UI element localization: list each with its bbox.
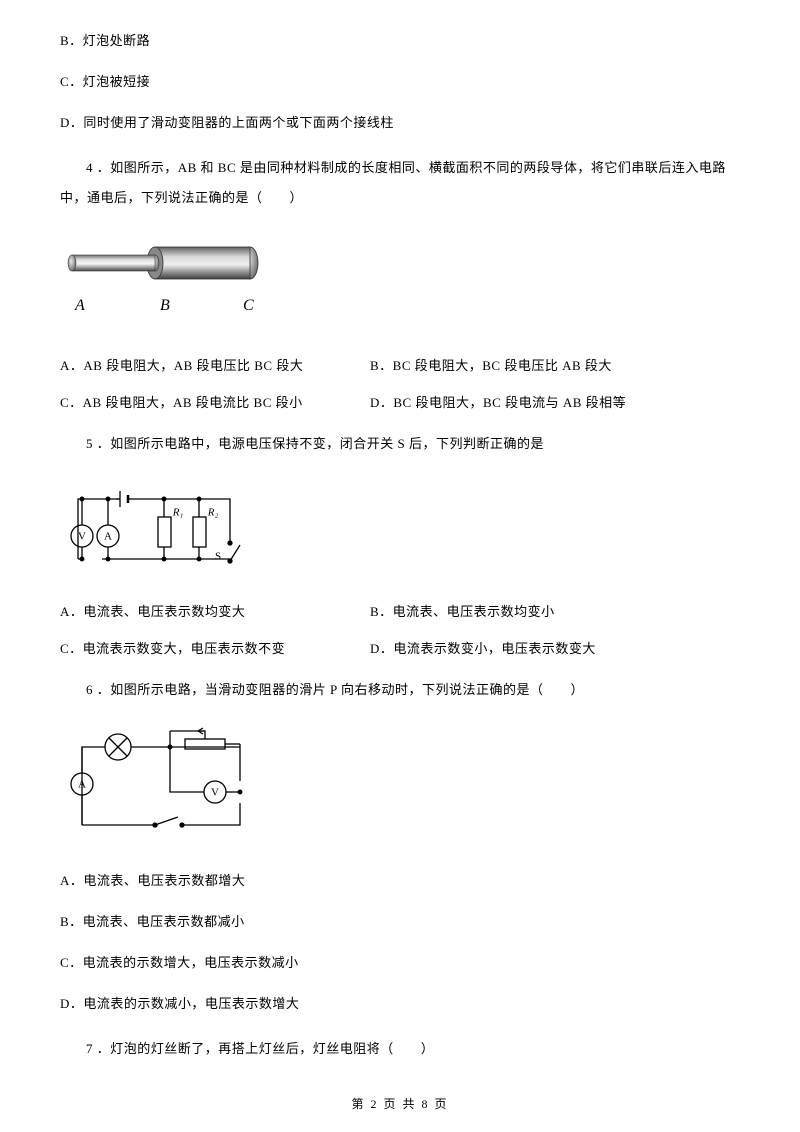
conductor-diagram: A B C [60, 235, 280, 330]
q5-option-b: B．电流表、电压表示数均变小 [370, 601, 740, 620]
q4-figure: A B C [60, 235, 740, 335]
q5-s-label: S [215, 550, 221, 562]
q4-text: 4 ．如图所示，AB 和 BC 是由同种材料制成的长度相同、横截面积不同的两段导… [60, 153, 740, 213]
q4-options-row2: C．AB 段电阻大，AB 段电流比 BC 段小 D．BC 段电阻大，BC 段电流… [60, 392, 740, 411]
q5-r2-label: R₂ [207, 506, 219, 518]
q4-option-d: D．BC 段电阻大，BC 段电流与 AB 段相等 [370, 392, 740, 411]
q6-option-c: C．电流表的示数增大，电压表示数减小 [60, 952, 740, 971]
q6-option-a: A．电流表、电压表示数都增大 [60, 870, 740, 889]
q5-v-label: V [78, 530, 86, 542]
q6-text: 6 ．如图所示电路，当滑动变阻器的滑片 P 向右移动时，下列说法正确的是（ ） [60, 675, 740, 705]
q6-v-label: V [211, 786, 219, 798]
q5-option-a: A．电流表、电压表示数均变大 [60, 601, 370, 620]
q5-text: 5 ．如图所示电路中，电源电压保持不变，闭合开关 S 后，下列判断正确的是 [60, 429, 740, 459]
q5-figure: V A R₁ R₂ S [60, 481, 740, 581]
prev-option-d: D．同时使用了滑动变阻器的上面两个或下面两个接线柱 [60, 112, 740, 131]
q6-option-b: B．电流表、电压表示数都减小 [60, 911, 740, 930]
q5-r1-label: R₁ [172, 506, 184, 518]
circuit-q5: V A R₁ R₂ S [60, 481, 245, 576]
label-c: C [243, 297, 254, 314]
q5-option-d: D．电流表示数变小，电压表示数变大 [370, 638, 740, 657]
q4-option-a: A．AB 段电阻大，AB 段电压比 BC 段大 [60, 355, 370, 374]
circuit-q6: V A [60, 727, 260, 837]
q6-a-label: A [78, 778, 86, 790]
q7-text: 7 ．灯泡的灯丝断了，再搭上灯丝后，灯丝电阻将（ ） [60, 1034, 740, 1064]
q4-option-c: C．AB 段电阻大，AB 段电流比 BC 段小 [60, 392, 370, 411]
prev-option-b: B．灯泡处断路 [60, 30, 740, 49]
q6-figure: V A [60, 727, 740, 842]
page-footer: 第 2 页 共 8 页 [0, 1095, 800, 1112]
q6-option-d: D．电流表的示数减小，电压表示数增大 [60, 993, 740, 1012]
prev-option-c: C．灯泡被短接 [60, 71, 740, 90]
q4-option-b: B．BC 段电阻大，BC 段电压比 AB 段大 [370, 355, 740, 374]
q5-options-row1: A．电流表、电压表示数均变大 B．电流表、电压表示数均变小 [60, 601, 740, 620]
label-a: A [74, 297, 85, 314]
q5-options-row2: C．电流表示数变大，电压表示数不变 D．电流表示数变小，电压表示数变大 [60, 638, 740, 657]
q4-options-row1: A．AB 段电阻大，AB 段电压比 BC 段大 B．BC 段电阻大，BC 段电压… [60, 355, 740, 374]
q5-option-c: C．电流表示数变大，电压表示数不变 [60, 638, 370, 657]
q5-a-label: A [104, 530, 112, 542]
label-b: B [160, 297, 170, 314]
